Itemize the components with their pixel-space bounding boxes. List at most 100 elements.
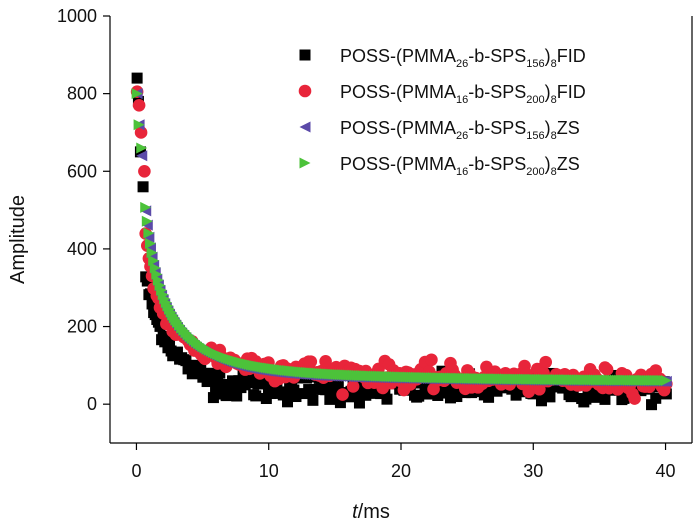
data-point (307, 394, 319, 406)
data-point (544, 391, 556, 403)
y-tick-label: 1000 (57, 6, 97, 26)
data-point (203, 367, 215, 379)
data-point (346, 380, 360, 393)
data-point (136, 142, 148, 154)
legend-entry: POSS-(PMMA16-b-SPS200)8ZS (299, 154, 580, 178)
data-point (141, 275, 153, 287)
data-point (304, 355, 318, 368)
data-point (353, 397, 365, 409)
data-point (246, 376, 258, 388)
data-point (480, 386, 492, 398)
data-point (140, 201, 152, 213)
data-point (451, 391, 463, 403)
data-point (207, 392, 219, 404)
data-point (533, 382, 546, 396)
data-point (144, 237, 156, 249)
data-point (309, 383, 321, 395)
data-point (510, 389, 522, 401)
data-point (580, 393, 592, 405)
legend-entry: POSS-(PMMA16-b-SPS200)8FID (298, 82, 586, 106)
data-point (381, 393, 393, 405)
data-point (290, 391, 302, 403)
data-point (286, 378, 298, 390)
x-tick-label: 40 (656, 461, 676, 481)
data-point (288, 384, 300, 396)
y-axis-title: Amplitude (7, 195, 29, 284)
y-tick-label: 600 (67, 161, 97, 181)
data-point (131, 72, 143, 84)
series-4 (131, 88, 672, 386)
data-point (322, 378, 334, 390)
data-point (413, 390, 425, 402)
x-tick-label: 30 (523, 461, 543, 481)
x-tick-label: 20 (391, 461, 411, 481)
x-tick-label: 0 (131, 461, 141, 481)
data-point (250, 390, 262, 402)
data-point (628, 392, 641, 405)
data-point (328, 385, 340, 397)
data-point (265, 388, 277, 400)
data-point (233, 375, 245, 387)
legend-marker (298, 84, 312, 98)
data-point (133, 119, 145, 131)
data-point (557, 382, 569, 394)
data-point (483, 391, 495, 403)
legend-marker (299, 49, 311, 61)
data-point (138, 164, 151, 178)
data-point (220, 390, 232, 402)
legend-marker (299, 121, 311, 133)
data-point (599, 393, 611, 405)
data-point (320, 384, 332, 396)
data-point (205, 375, 217, 387)
y-tick-label: 200 (67, 317, 97, 337)
data-point (214, 367, 226, 379)
data-point (282, 396, 294, 408)
data-point (180, 355, 192, 367)
legend-marker (299, 157, 311, 169)
data-point (600, 363, 614, 376)
data-point (154, 320, 166, 332)
data-point (360, 389, 372, 401)
legend-label: POSS-(PMMA16-b-SPS200)8ZS (340, 154, 580, 178)
data-point (296, 388, 308, 400)
data-point (164, 338, 176, 350)
x-tick-label: 10 (259, 461, 279, 481)
data-point (137, 181, 149, 193)
data-point (660, 374, 672, 386)
legend-label: POSS-(PMMA26-b-SPS156)8ZS (340, 118, 580, 142)
data-point (539, 355, 553, 369)
y-tick-label: 0 (87, 394, 97, 414)
x-axis-title: t/ms (352, 501, 390, 523)
data-point (256, 376, 268, 388)
data-point (146, 247, 158, 259)
data-point (368, 387, 380, 399)
data-point (319, 355, 332, 368)
data-point (143, 231, 155, 243)
data-point (332, 378, 344, 390)
data-point (434, 387, 446, 399)
data-point (131, 88, 143, 100)
data-point (425, 353, 438, 367)
data-point (171, 346, 183, 358)
data-point (650, 392, 662, 404)
data-point (136, 150, 148, 162)
data-point (134, 146, 146, 158)
data-point (646, 399, 658, 411)
y-tick-label: 400 (67, 239, 97, 259)
data-point (444, 392, 456, 404)
data-point (212, 376, 224, 388)
data-point (567, 388, 579, 400)
data-point (146, 298, 158, 310)
data-point (141, 215, 153, 227)
data-point (535, 395, 547, 407)
legend-entry: POSS-(PMMA26-b-SPS156)8FID (299, 46, 586, 70)
data-point (143, 227, 155, 239)
data-point (186, 368, 198, 380)
data-point (210, 383, 222, 395)
data-point (132, 98, 146, 112)
y-tick-label: 800 (67, 84, 97, 104)
legend-label: POSS-(PMMA16-b-SPS200)8FID (340, 82, 586, 106)
data-point (334, 397, 346, 409)
